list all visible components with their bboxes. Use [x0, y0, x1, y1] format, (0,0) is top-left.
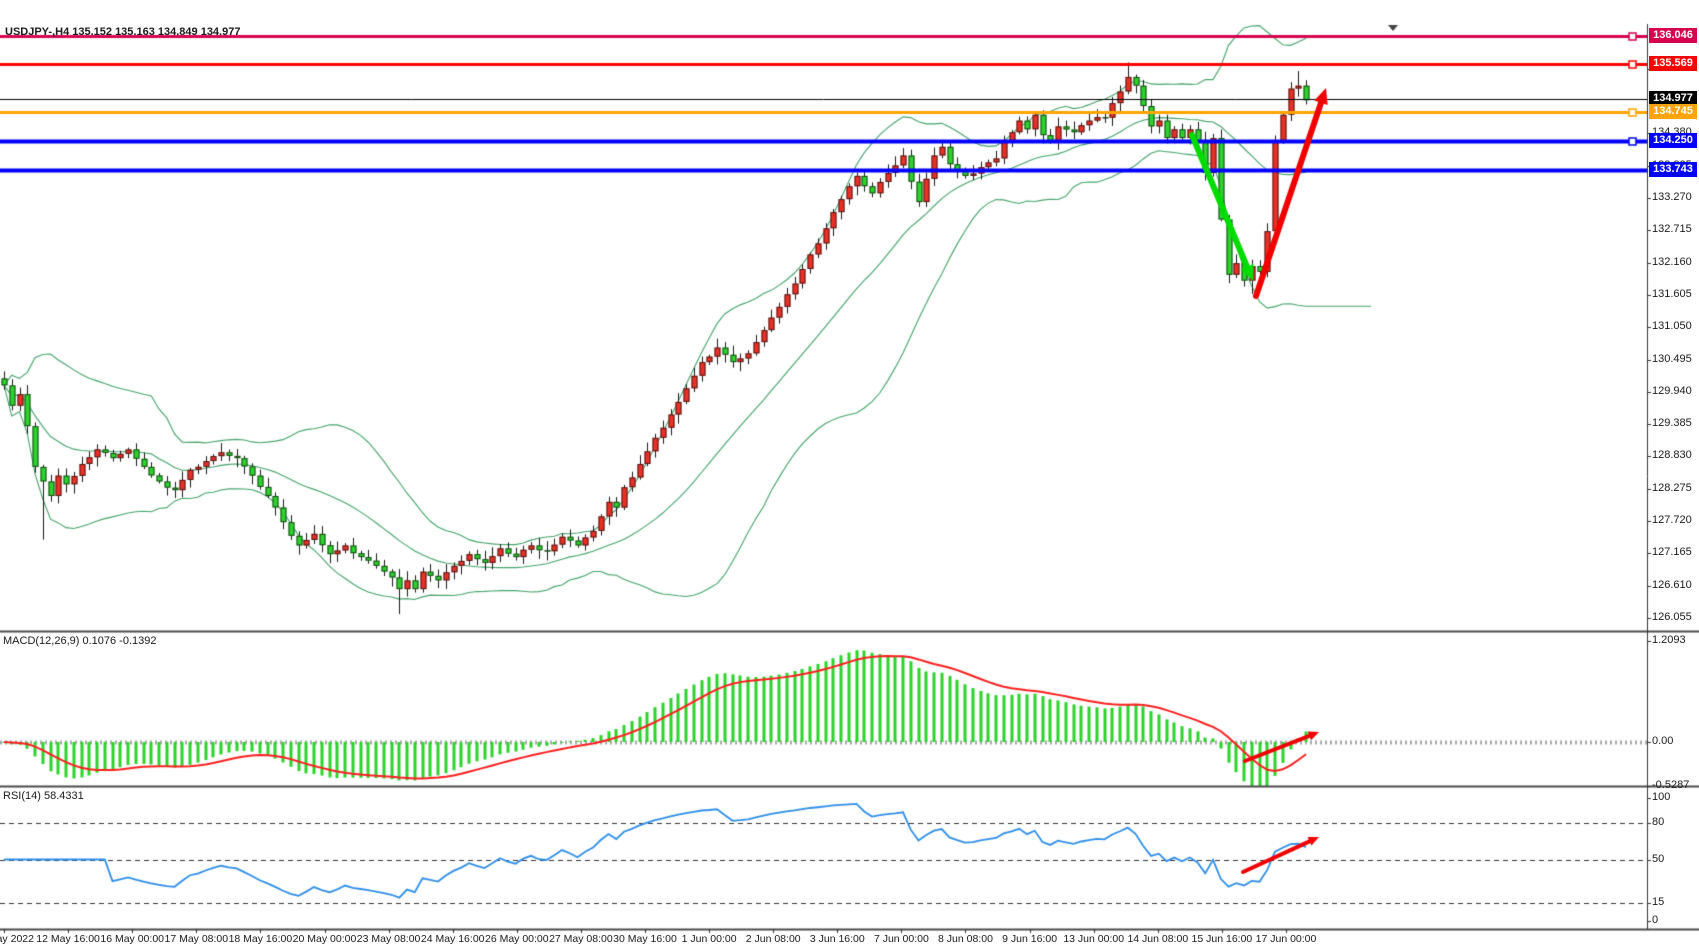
price-axis-tick: 131.605 [1652, 287, 1692, 300]
time-axis-label: 30 May 16:00 [613, 933, 677, 945]
price-axis-tick: 128.830 [1652, 449, 1692, 462]
price-axis-tick: 126.610 [1652, 578, 1692, 591]
rsi-axis-tick: 0 [1652, 914, 1659, 926]
price-axis-tick: 129.385 [1652, 417, 1692, 430]
time-axis-label: 17 Jun 00:00 [1255, 933, 1317, 945]
price-axis-tick: 129.940 [1652, 384, 1692, 397]
time-axis-label: 3 Jun 16:00 [809, 933, 865, 945]
time-axis-label: 9 Jun 16:00 [1002, 933, 1058, 945]
price-axis-tick: 128.275 [1652, 481, 1692, 494]
price-level-badge: 134.745 [1649, 104, 1697, 120]
time-axis-label: 26 May 00:00 [484, 933, 549, 945]
price-axis-tick: 131.050 [1652, 320, 1692, 333]
time-axis-label: 13 Jun 00:00 [1063, 933, 1125, 945]
macd-indicator-label: MACD(12,26,9) 0.1076 -0.1392 [3, 635, 157, 647]
time-axis-label: 24 May 16:00 [420, 933, 485, 945]
rsi-indicator-label: RSI(14) 58.4331 [3, 790, 84, 802]
macd-axis-tick: 0.00 [1652, 735, 1674, 747]
price-axis-tick: 126.055 [1652, 610, 1692, 623]
time-axis-label: 16 May 00:00 [100, 933, 165, 945]
price-axis-tick: 130.495 [1652, 352, 1692, 365]
macd-axis-tick: -0.5287 [1652, 779, 1690, 792]
price-axis-tick: 127.720 [1652, 514, 1692, 526]
time-axis-label: 14 Jun 08:00 [1127, 933, 1189, 945]
price-axis-tick: 132.715 [1652, 223, 1692, 236]
price-axis-tick: 133.270 [1652, 191, 1692, 203]
price-level-badge: 135.569 [1649, 56, 1697, 72]
price-level-badge: 134.250 [1649, 132, 1697, 148]
time-axis-label: 23 May 08:00 [356, 933, 421, 945]
rsi-axis-tick: 50 [1652, 852, 1665, 865]
price-level-badge: 136.046 [1649, 28, 1697, 44]
time-axis-label: 20 May 00:00 [292, 933, 357, 945]
time-axis-label: 7 Jun 00:00 [873, 933, 929, 945]
time-axis-label: 15 Jun 16:00 [1191, 933, 1253, 945]
time-axis-label: 18 May 16:00 [228, 933, 293, 945]
time-axis-label: 1 Jun 00:00 [681, 933, 737, 945]
macd-axis-tick: 1.2093 [1652, 634, 1686, 647]
price-level-badge: 133.743 [1649, 162, 1697, 178]
price-level-badge: 134.977 [1649, 90, 1697, 106]
time-axis-label: 27 May 08:00 [549, 933, 613, 945]
time-axis-label: 8 Jun 08:00 [938, 933, 993, 945]
price-axis-tick: 132.160 [1652, 255, 1692, 268]
rsi-axis-tick: 100 [1652, 791, 1671, 803]
time-axis-label: 17 May 08:00 [164, 933, 229, 945]
chart-title: USDJPY-,H4 135.152 135.163 134.849 134.9… [5, 26, 241, 38]
time-axis-label: 2 Jun 08:00 [745, 933, 801, 945]
time-axis-label: 11 May 2022 [0, 933, 34, 945]
rsi-axis-tick: 80 [1652, 815, 1665, 828]
price-axis-tick: 127.165 [1652, 546, 1692, 559]
rsi-axis-tick: 15 [1652, 895, 1665, 908]
time-axis-label: 12 May 16:00 [36, 933, 100, 945]
